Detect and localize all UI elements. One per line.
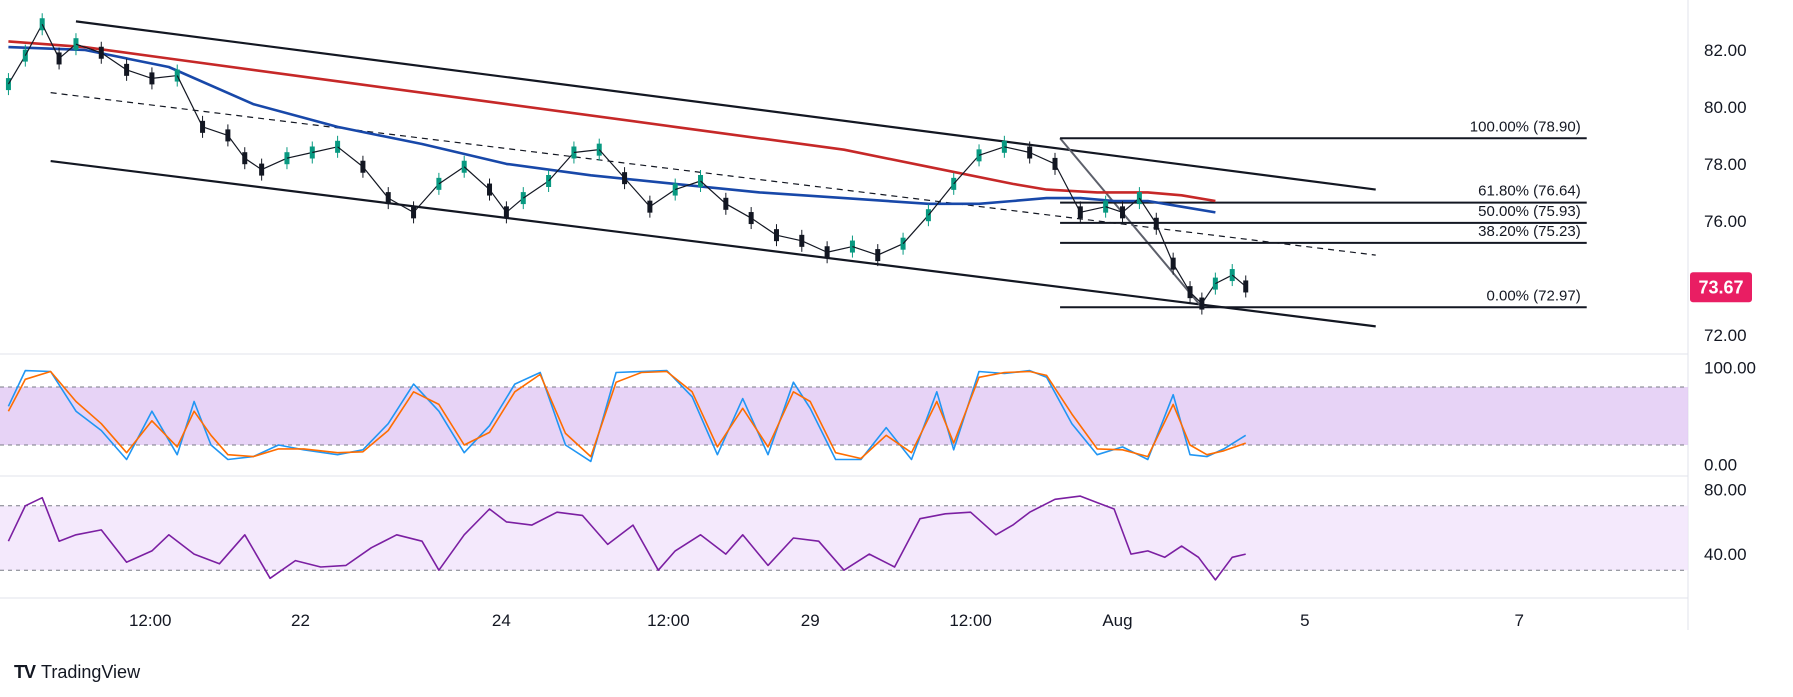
price-axis-tick: 76.00	[1704, 212, 1747, 231]
price-axis-tick: 82.00	[1704, 41, 1747, 60]
rsi-axis-tick: 80.00	[1704, 481, 1747, 500]
price-path-segment	[176, 75, 204, 128]
price-path-segment	[286, 151, 313, 159]
price-axis: 82.0080.0078.0076.0074.0072.00100.000.00…	[1704, 41, 1756, 564]
rsi-band	[0, 505, 1688, 571]
price-path-segment	[675, 180, 701, 191]
stoch-k-line	[7, 369, 1247, 463]
time-axis-tick: 22	[291, 611, 310, 630]
price-path-segment	[826, 245, 853, 253]
stoch-d-line	[7, 370, 1246, 460]
price-path-segment	[1155, 223, 1174, 264]
price-path-segment	[522, 180, 549, 199]
price-path-segment	[1122, 197, 1140, 213]
series-lines	[7, 40, 1247, 581]
channel-mid-line	[50, 92, 1376, 256]
price-path-segment	[1138, 197, 1157, 225]
price-channel	[50, 20, 1376, 328]
fib-level-label: 38.20% (75.23)	[1478, 223, 1581, 240]
price-path-segment	[725, 203, 752, 219]
time-axis-tick: 24	[492, 611, 511, 630]
time-axis-tick: Aug	[1102, 611, 1132, 630]
current-price-badge: 73.67	[1690, 272, 1752, 303]
price-path-segment	[151, 74, 178, 79]
rsi-band-fill	[0, 505, 1688, 571]
price-path-segment	[41, 23, 60, 59]
price-path-segment	[624, 177, 651, 208]
price-path-segment	[387, 197, 414, 213]
price-path-segment	[413, 183, 440, 213]
price-path-segment	[750, 217, 777, 236]
price-path-segment	[1215, 274, 1233, 285]
price-path-segment	[598, 149, 626, 179]
price-path-segment	[700, 180, 727, 205]
price-path-segment	[337, 146, 364, 168]
price-path-segment	[489, 189, 507, 213]
price-path-segment	[1105, 206, 1123, 213]
time-axis-tick: 12:00	[129, 611, 172, 630]
price-path-segment	[1004, 146, 1030, 154]
fib-level-label: 61.80% (76.64)	[1478, 183, 1581, 200]
time-axis-tick: 5	[1300, 611, 1309, 630]
time-axis-tick: 7	[1514, 611, 1523, 630]
sma-fast-line	[8, 45, 1216, 214]
time-axis-tick: 29	[801, 611, 820, 630]
channel-upper-line	[75, 20, 1376, 191]
price-candles	[5, 13, 1249, 315]
price-path-segment	[1172, 263, 1191, 293]
price-path-segment	[978, 146, 1005, 156]
price-path-segment	[573, 149, 600, 154]
price-path-segment	[649, 189, 676, 208]
price-path-segment	[927, 183, 955, 216]
price-path-segment	[953, 154, 980, 185]
price-path-segment	[126, 69, 153, 79]
price-path-segment	[1054, 163, 1081, 213]
current-price-badge-bg	[1690, 272, 1752, 303]
time-axis-tick: 12:00	[647, 611, 690, 630]
fibonacci-retracement: 100.00% (78.90) 61.80% (76.64) 50.00% (75.…	[1060, 118, 1587, 309]
fib-level-label: 0.00% (72.97)	[1486, 287, 1580, 304]
price-path-segment	[244, 157, 262, 171]
price-path-segment	[1080, 206, 1106, 213]
stochastic-band	[0, 386, 1688, 446]
price-path-segment	[902, 214, 929, 245]
price-path-segment	[801, 240, 828, 253]
stoch-axis-tick: 100.00	[1704, 359, 1756, 378]
price-path-segment	[362, 166, 389, 199]
time-axis-tick: 12:00	[949, 611, 992, 630]
price-path-segment	[227, 135, 246, 159]
price-path-segment	[877, 243, 904, 256]
rsi-axis-tick: 40.00	[1704, 545, 1747, 564]
stochastic-band-fill	[0, 387, 1688, 445]
price-path-segment	[463, 166, 490, 190]
tradingview-brand: TV TradingView	[14, 662, 140, 683]
price-axis-tick: 80.00	[1704, 98, 1747, 117]
price-path-segment	[1029, 151, 1056, 165]
stoch-axis-tick: 0.00	[1704, 455, 1737, 474]
channel-lower-line	[50, 159, 1376, 328]
price-axis-tick: 72.00	[1704, 326, 1747, 345]
price-path-segment	[202, 126, 229, 136]
price-path-segment	[776, 234, 802, 242]
brand-name: TradingView	[41, 662, 141, 682]
price-path-segment	[7, 55, 26, 85]
price-path-segment	[506, 197, 524, 213]
price-path-segment	[438, 166, 465, 185]
time-axis: 12:00 22 24 12:00 29 12:00 Aug 5 7	[129, 611, 1524, 630]
rsi-line	[7, 495, 1246, 581]
price-path-segment	[75, 43, 102, 54]
price-path-segment	[852, 245, 878, 256]
price-path-segment	[312, 146, 338, 154]
price-path-segment	[58, 43, 77, 59]
price-path-segment	[548, 152, 575, 182]
price-path-segment	[24, 23, 43, 56]
price-axis-tick: 78.00	[1704, 155, 1747, 174]
price-path-segment	[261, 157, 288, 171]
price-path-segment	[100, 52, 127, 71]
current-price-label: 73.67	[1698, 277, 1743, 297]
tv-logo-icon: TV	[14, 662, 36, 682]
fib-level-label: 100.00% (78.90)	[1470, 118, 1581, 135]
fib-level-label: 50.00% (75.93)	[1478, 203, 1581, 220]
